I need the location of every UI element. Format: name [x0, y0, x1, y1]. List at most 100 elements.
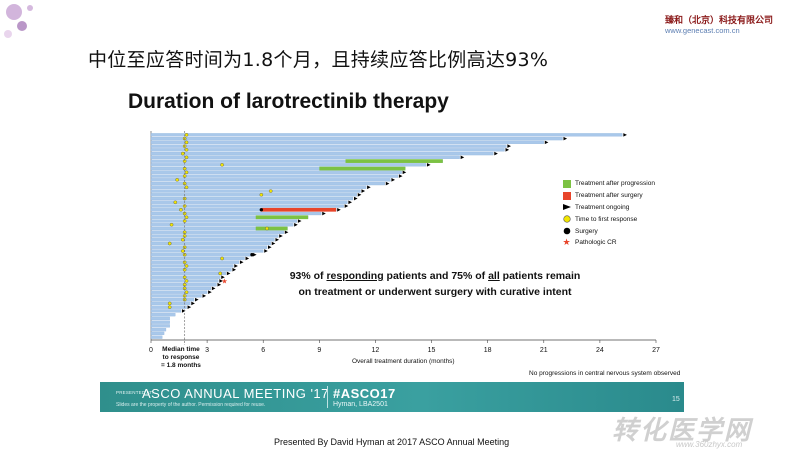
callout-segment: patients and 75% of [383, 270, 489, 282]
footer-divider [327, 386, 328, 408]
ongoing-arrow [226, 271, 231, 276]
ongoing-arrow [505, 148, 510, 152]
bar [150, 316, 170, 321]
response-point [169, 222, 174, 227]
response-point [184, 133, 189, 137]
response-point [167, 305, 172, 309]
ongoing-arrow [202, 294, 207, 298]
ongoing-arrow [253, 252, 257, 257]
bar [150, 290, 208, 294]
legend-label: Pathologic CR [575, 239, 617, 247]
bar [150, 309, 182, 313]
bar [150, 298, 195, 302]
bar [150, 313, 176, 317]
ongoing-arrow [264, 249, 268, 253]
ongoing-arrow [348, 200, 352, 205]
bar [150, 148, 505, 152]
ongoing-arrow [211, 286, 216, 291]
bar [150, 331, 165, 335]
ongoing-arrow [294, 222, 298, 227]
ongoing-arrow [191, 301, 195, 306]
x-tick-label: 0 [149, 347, 153, 354]
asco-footer-banner: PRESENTED AT: ASCO ANNUAL MEETING '17 Sl… [100, 382, 684, 412]
x-axis-label: Overall treatment duration (months) [352, 358, 455, 365]
progression-segment [319, 166, 406, 171]
ongoing-arrow [279, 234, 283, 238]
decorative-bubbles [4, 4, 33, 38]
x-tick-label: 6 [261, 347, 265, 354]
response-point [180, 151, 185, 156]
response-point [265, 226, 269, 231]
bar [150, 230, 284, 234]
response-point [184, 290, 189, 294]
x-tick-label: 3 [205, 347, 209, 354]
bar [150, 264, 234, 268]
chart-title: Duration of larotrectinib therapy [128, 90, 449, 113]
bar [150, 178, 391, 182]
response-point [220, 256, 224, 261]
bar [150, 189, 361, 193]
watermark-logo: 转化医学网 [612, 415, 753, 445]
bar [150, 234, 279, 238]
response-point [268, 189, 273, 193]
callout-segment: 93% of [289, 270, 327, 282]
bar [150, 335, 163, 339]
bar [150, 268, 232, 272]
response-point [167, 301, 172, 306]
ongoing-arrow [494, 151, 498, 156]
attribution: Presented By David Hyman at 2017 ASCO An… [274, 437, 510, 447]
ongoing-arrow [544, 140, 549, 145]
ongoing-arrow [219, 279, 223, 283]
ongoing-arrow [460, 155, 465, 160]
bar [150, 328, 167, 332]
ongoing-arrow [507, 144, 511, 148]
ongoing-arrow [221, 275, 225, 279]
bar [150, 181, 385, 186]
bar [150, 137, 563, 141]
response-point [220, 163, 224, 167]
hashtag: #ASCO17 [333, 386, 396, 401]
bar [150, 185, 367, 189]
ongoing-arrow [245, 256, 250, 261]
presented-at-label: PRESENTED AT: [116, 390, 154, 395]
response-point [184, 148, 189, 152]
bar [150, 245, 268, 249]
ongoing-arrow [232, 267, 237, 272]
bar [150, 223, 294, 227]
legend-item-response: Time to first response [562, 213, 655, 225]
legend-label: Treatment ongoing [575, 203, 630, 211]
legend-label: Surgery [575, 227, 598, 235]
bar [150, 196, 354, 201]
ongoing-arrow [322, 211, 326, 216]
legend-item-pcr: ★ Pathologic CR [562, 237, 655, 249]
ongoing-arrow [217, 282, 222, 287]
progression-segment [255, 215, 309, 220]
response-point [184, 155, 189, 160]
median-label-line-3: = 1.8 months [161, 362, 201, 369]
bar [150, 204, 344, 208]
median-label-line-1: Median time [162, 346, 200, 353]
bar [150, 253, 253, 257]
bar [150, 219, 298, 223]
bar [150, 271, 226, 276]
pcr-star: ★ [221, 277, 227, 285]
ongoing-arrow [361, 189, 366, 193]
bar [150, 174, 399, 178]
ongoing-arrow [354, 196, 358, 201]
chart-footnote: No progressions in central nervous syste… [529, 370, 681, 377]
bar [150, 260, 240, 264]
citation: Hyman, LBA2501 [333, 401, 388, 408]
ongoing-arrow [275, 237, 280, 242]
bar [150, 133, 623, 137]
bar [150, 286, 212, 291]
response-point [179, 207, 183, 212]
ongoing-arrow [267, 245, 272, 250]
slide-headline: 中位至应答时间为1.8个月，且持续应答比例高达93% [88, 49, 549, 71]
callout-underlined: responding [326, 270, 384, 282]
bar [150, 155, 460, 159]
callout-line-2: on treatment or underwent surgery with c… [298, 286, 572, 298]
ongoing-arrow [234, 264, 238, 268]
bar [150, 144, 507, 148]
legend-item-surgery-point: Surgery [562, 225, 655, 237]
median-label: Median time to response = 1.8 months [161, 346, 201, 370]
